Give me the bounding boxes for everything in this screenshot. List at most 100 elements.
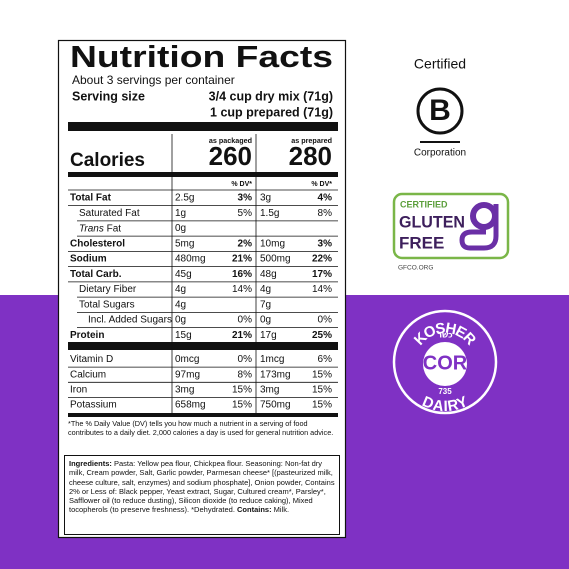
nutrient-name: Sodium xyxy=(70,254,107,265)
amount: 1g xyxy=(175,208,186,219)
daily-value: 2% xyxy=(238,238,253,249)
nutrient-name: Potassium xyxy=(70,400,117,411)
daily-value: 15% xyxy=(312,400,332,411)
daily-value: 0% xyxy=(318,315,333,326)
gluten-g-tail xyxy=(459,204,499,251)
amount: 4g xyxy=(175,284,186,295)
amount: 7g xyxy=(260,299,271,310)
daily-value: 14% xyxy=(232,284,252,295)
amount: 0g xyxy=(175,315,186,326)
amount: 173mg xyxy=(260,369,291,380)
amount: 2.5g xyxy=(175,193,194,204)
calories-value: 260 xyxy=(209,141,252,171)
nutrient-name: Saturated Fat xyxy=(79,208,140,219)
amount: 48g xyxy=(260,269,277,280)
amount: 480mg xyxy=(175,254,206,265)
amount: 3g xyxy=(260,193,271,204)
nutrient-name: Incl. Added Sugars xyxy=(88,315,172,326)
title: Nutrition Facts xyxy=(70,39,333,74)
amount: 17g xyxy=(260,330,277,341)
kosher-disc xyxy=(423,342,467,386)
nutrient-name: Vitamin D xyxy=(70,354,113,365)
amount: 4g xyxy=(175,299,186,310)
daily-value: 15% xyxy=(312,369,332,380)
nutrient-name-rest: Fat xyxy=(104,223,121,234)
nutrient-name: Total Carb. xyxy=(70,269,122,280)
daily-value: 3% xyxy=(318,238,333,249)
footnote: *The % Daily Value (DV) tells you how mu… xyxy=(68,419,334,438)
ingredients-text: Pasta: Yellow pea flour, Chickpea flour.… xyxy=(69,459,335,515)
daily-value: 17% xyxy=(312,269,332,280)
bcorp-top: Certified xyxy=(414,56,466,72)
daily-value: 15% xyxy=(312,385,332,396)
nutrient-name: Calcium xyxy=(70,369,106,380)
serving-size-label: Serving size xyxy=(72,89,145,103)
dv-header: % DV* xyxy=(231,181,252,188)
daily-value: 0% xyxy=(238,315,253,326)
amount: 0mcg xyxy=(175,354,199,365)
ingredients-label: Ingredients: xyxy=(69,459,112,468)
kosher-mark: COR xyxy=(423,352,468,374)
calories-value: 280 xyxy=(289,141,332,171)
nutrient-name: Iron xyxy=(70,385,87,396)
nutrient-name: Cholesterol xyxy=(70,238,125,249)
amount: 750mg xyxy=(260,400,291,411)
contains-text: Milk. xyxy=(271,505,290,515)
daily-value: 5% xyxy=(238,208,253,219)
gluten-line2: FREE xyxy=(399,233,444,252)
daily-value: 22% xyxy=(312,254,332,265)
daily-value: 15% xyxy=(232,385,252,396)
contains-label: Contains: xyxy=(237,505,272,515)
dv-header: % DV* xyxy=(311,181,332,188)
daily-value: 6% xyxy=(318,354,333,365)
amount: 5mg xyxy=(175,238,194,249)
thick-bar xyxy=(68,122,338,131)
bcorp-bottom: Corporation xyxy=(414,148,466,159)
amount: 3mg xyxy=(260,385,279,396)
calories-label: Calories xyxy=(70,150,145,171)
serving-size-dry: 3/4 cup dry mix (71g) xyxy=(209,89,333,103)
thick-bar xyxy=(68,342,338,350)
amount: 45g xyxy=(175,269,192,280)
gluten-certified: CERTIFIED xyxy=(400,199,448,209)
medium-bar xyxy=(68,172,338,177)
amount: 15g xyxy=(175,330,192,341)
amount: 0g xyxy=(260,315,271,326)
amount: 4g xyxy=(260,284,271,295)
daily-value: 0% xyxy=(238,354,253,365)
nutrient-name-italic: Trans xyxy=(79,223,104,234)
amount: 3mg xyxy=(175,385,194,396)
daily-value: 25% xyxy=(312,330,332,341)
ingredients: Ingredients: Pasta: Yellow pea flour, Ch… xyxy=(64,455,340,535)
daily-value: 21% xyxy=(232,254,252,265)
nutrient-name: Dietary Fiber xyxy=(79,284,137,295)
gluten-line1: GLUTEN xyxy=(399,212,465,231)
gluten-frame xyxy=(392,192,510,260)
nutrient-name: Protein xyxy=(70,330,104,341)
amount: 0g xyxy=(175,223,186,234)
amount: 500mg xyxy=(260,254,291,265)
amount: 10mg xyxy=(260,238,285,249)
daily-value: 21% xyxy=(232,330,252,341)
bcorp-circle xyxy=(416,87,464,135)
medium-bar xyxy=(68,413,338,417)
daily-value: 16% xyxy=(232,269,252,280)
column-header: as packaged xyxy=(209,136,252,145)
kosher-hebrew: כשר xyxy=(437,331,453,340)
nutrient-name: Total Sugars xyxy=(79,299,135,310)
daily-value: 8% xyxy=(318,208,333,219)
daily-value: 4% xyxy=(318,193,333,204)
kosher-number: 735 xyxy=(438,387,452,396)
servings: About 3 servings per container xyxy=(72,73,235,87)
bcorp-mark: B xyxy=(429,94,451,127)
nutrient-name: Total Fat xyxy=(70,193,112,204)
kosher-bottom-path: DAIRY xyxy=(420,393,471,415)
gluten-site: GFCO.ORG xyxy=(398,265,433,272)
kosher-bottom: DAIRY xyxy=(420,393,471,415)
serving-size-prepared: 1 cup prepared (71g) xyxy=(210,105,333,119)
daily-value: 14% xyxy=(312,284,332,295)
amount: 1mcg xyxy=(260,354,284,365)
amount: 1.5g xyxy=(260,208,279,219)
kosher-ring xyxy=(392,309,498,415)
